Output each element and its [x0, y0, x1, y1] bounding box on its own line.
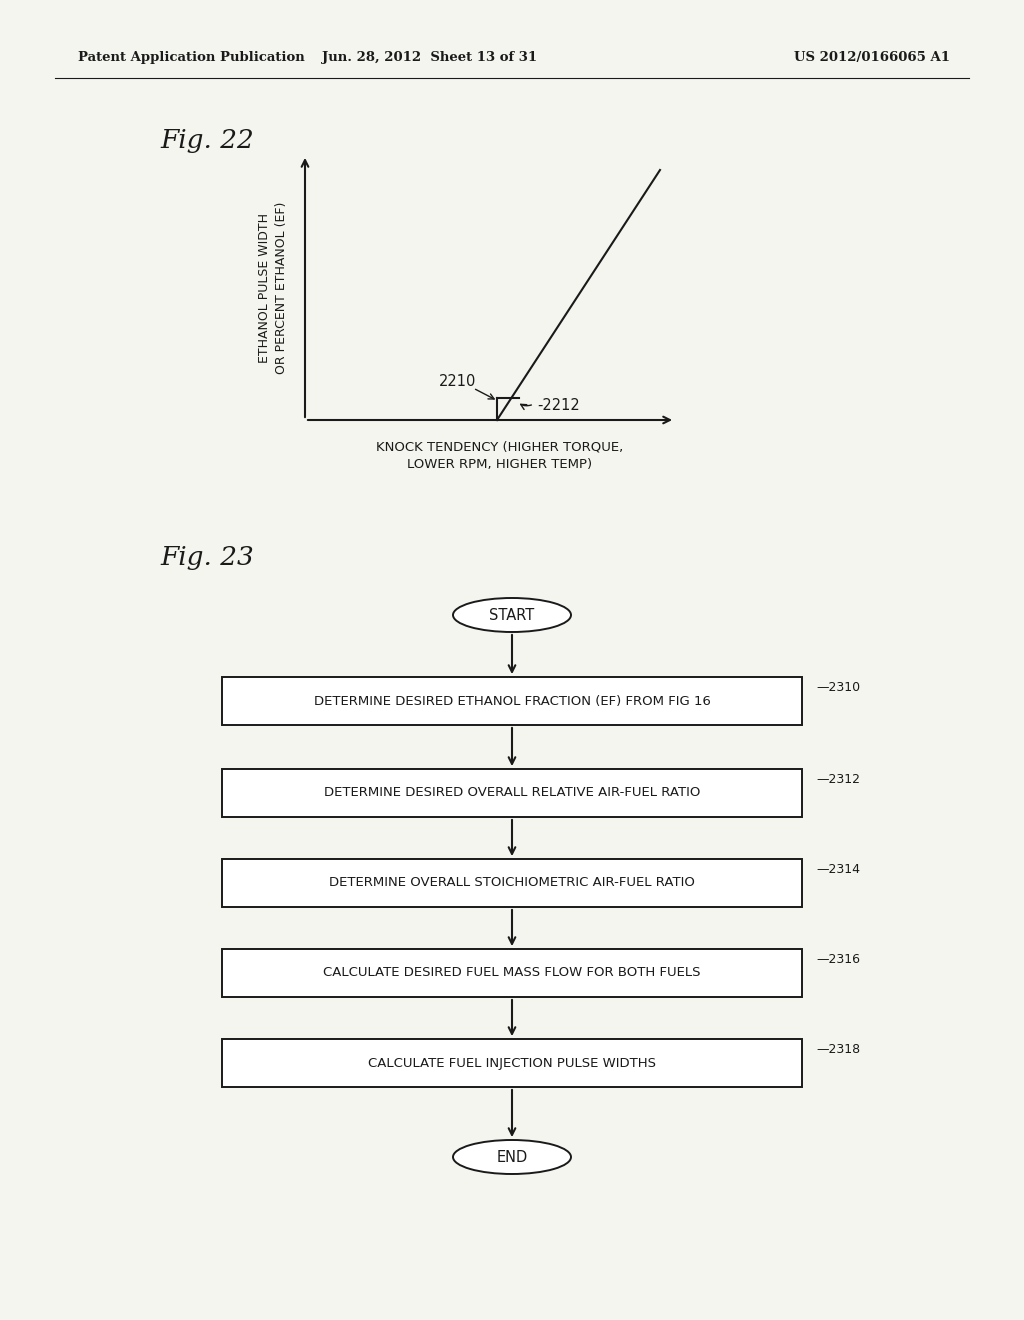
Text: OR PERCENT ETHANOL (EF): OR PERCENT ETHANOL (EF) — [274, 202, 288, 374]
Bar — [222, 770, 802, 817]
Ellipse shape — [453, 1140, 571, 1173]
Text: -2212: -2212 — [537, 399, 580, 413]
Text: DETERMINE DESIRED ETHANOL FRACTION (EF) FROM FIG 16: DETERMINE DESIRED ETHANOL FRACTION (EF) … — [313, 694, 711, 708]
Text: Fig. 22: Fig. 22 — [160, 128, 254, 153]
Text: —2318: —2318 — [816, 1043, 860, 1056]
Text: ETHANOL PULSE WIDTH: ETHANOL PULSE WIDTH — [258, 213, 271, 363]
Text: DETERMINE DESIRED OVERALL RELATIVE AIR-FUEL RATIO: DETERMINE DESIRED OVERALL RELATIVE AIR-F… — [324, 787, 700, 800]
Bar — [222, 677, 802, 725]
Ellipse shape — [453, 598, 571, 632]
Text: LOWER RPM, HIGHER TEMP): LOWER RPM, HIGHER TEMP) — [408, 458, 593, 471]
Text: DETERMINE OVERALL STOICHIOMETRIC AIR-FUEL RATIO: DETERMINE OVERALL STOICHIOMETRIC AIR-FUE… — [329, 876, 695, 890]
Text: —2316: —2316 — [816, 953, 860, 966]
Text: Fig. 23: Fig. 23 — [160, 545, 254, 570]
Text: 2210: 2210 — [439, 375, 476, 389]
Text: KNOCK TENDENCY (HIGHER TORQUE,: KNOCK TENDENCY (HIGHER TORQUE, — [377, 440, 624, 453]
Text: CALCULATE FUEL INJECTION PULSE WIDTHS: CALCULATE FUEL INJECTION PULSE WIDTHS — [368, 1056, 656, 1069]
Text: START: START — [489, 607, 535, 623]
Text: Jun. 28, 2012  Sheet 13 of 31: Jun. 28, 2012 Sheet 13 of 31 — [323, 51, 538, 65]
Text: —2310: —2310 — [816, 681, 860, 694]
Bar — [222, 949, 802, 997]
Text: END: END — [497, 1150, 527, 1164]
Bar — [222, 1039, 802, 1086]
Text: Patent Application Publication: Patent Application Publication — [78, 51, 305, 65]
Text: US 2012/0166065 A1: US 2012/0166065 A1 — [794, 51, 950, 65]
Text: CALCULATE DESIRED FUEL MASS FLOW FOR BOTH FUELS: CALCULATE DESIRED FUEL MASS FLOW FOR BOT… — [324, 966, 700, 979]
Text: —2314: —2314 — [816, 863, 860, 876]
Text: —2312: —2312 — [816, 774, 860, 785]
Bar — [222, 859, 802, 907]
